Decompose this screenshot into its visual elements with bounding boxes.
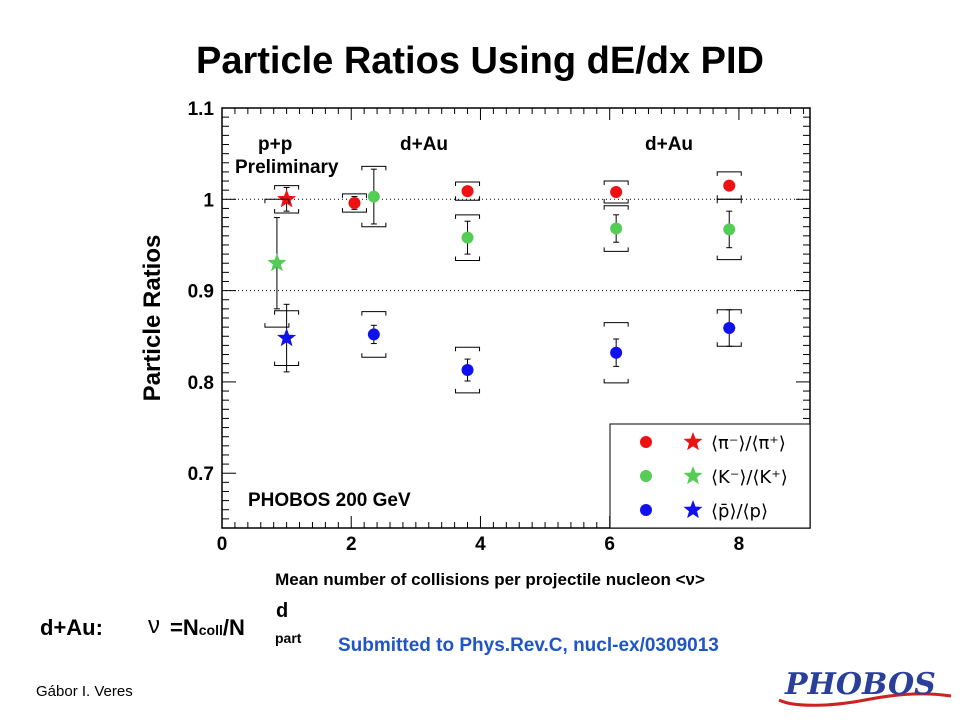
x-tick-label: 0 — [217, 534, 228, 555]
data-point-circle — [723, 223, 736, 236]
x-tick-label: 4 — [475, 534, 486, 555]
systematic-bracket-top — [264, 198, 290, 204]
formula-body: =Ncoll/N — [170, 615, 245, 641]
x-tick-label: 6 — [604, 534, 615, 555]
logo-text: PHOBOS — [784, 667, 936, 702]
data-point-star — [277, 189, 297, 208]
legend-star-marker — [683, 500, 703, 519]
author-name: Gábor I. Veres — [36, 683, 133, 700]
data-point-circle — [461, 364, 474, 377]
x-tick-label: 2 — [346, 534, 357, 555]
data-point-circle — [610, 222, 623, 235]
formula-label: d+Au: — [40, 615, 103, 640]
systematic-bracket-top — [603, 180, 629, 186]
systematic-bracket-bottom — [603, 378, 629, 384]
data-point-star — [277, 328, 297, 347]
systematic-bracket-bottom — [603, 198, 629, 204]
data-point-star — [267, 253, 287, 272]
legend-star-marker — [683, 432, 703, 451]
systematic-bracket-top — [603, 205, 629, 210]
submission-note: Submitted to Phys.Rev.C, nucl-ex/0309013 — [338, 635, 719, 656]
legend-circle-marker — [640, 436, 652, 448]
data-point-circle — [723, 322, 736, 335]
legend-label: ⟨K⁻⟩/⟨K⁺⟩ — [711, 467, 788, 488]
slide-title: Particle Ratios Using dE/dx PID — [195, 40, 765, 82]
legend-label: ⟨p̄⟩/⟨p⟩ — [711, 501, 768, 522]
systematic-bracket-bottom — [716, 255, 742, 261]
formula-eq: =N — [170, 615, 199, 640]
systematic-bracket-top — [274, 185, 300, 190]
systematic-bracket-bottom — [341, 208, 367, 213]
data-point-circle — [461, 185, 474, 198]
legend-circle-marker — [640, 504, 652, 516]
formula-coll: coll — [198, 622, 223, 638]
data-point-circle — [367, 328, 380, 341]
chart-annotation: Preliminary — [235, 157, 339, 178]
systematic-bracket-bottom — [264, 323, 290, 328]
systematic-bracket-top — [716, 198, 742, 204]
chart-annotation: p+p — [258, 134, 292, 155]
chart-annotation: PHOBOS 200 GeV — [248, 490, 411, 511]
systematic-bracket-bottom — [455, 388, 481, 394]
y-tick-label: 1.1 — [188, 99, 215, 120]
systematic-bracket-bottom — [603, 247, 629, 252]
y-tick-label: 0.8 — [188, 373, 214, 394]
systematic-bracket-bottom — [455, 196, 481, 201]
systematic-bracket-top — [455, 214, 481, 219]
data-point-circle — [723, 179, 736, 192]
systematic-bracket-top — [361, 165, 387, 171]
systematic-bracket-top — [361, 311, 387, 316]
x-axis-label: Mean number of collisions per projectile… — [275, 570, 705, 589]
chart-annotation: d+Au — [400, 134, 448, 155]
y-tick-label: 1 — [203, 190, 214, 211]
formula-slash: /N — [222, 615, 245, 640]
systematic-bracket-top — [716, 171, 742, 176]
y-tick-label: 0.9 — [188, 282, 214, 303]
systematic-bracket-top — [455, 346, 481, 352]
nu-symbol: ν — [148, 612, 160, 639]
data-point-circle — [367, 190, 380, 203]
x-tick-label: 8 — [734, 534, 745, 555]
data-point-circle — [461, 231, 474, 244]
phobos-logo: PHOBOS — [778, 667, 952, 707]
data-point-circle — [610, 346, 623, 359]
data-point-circle — [348, 196, 361, 209]
systematic-bracket-bottom — [455, 256, 481, 261]
systematic-bracket-top — [341, 193, 367, 198]
legend-label: ⟨π⁻⟩/⟨π⁺⟩ — [711, 433, 786, 454]
systematic-bracket-top — [455, 181, 481, 186]
legend-star-marker — [683, 466, 703, 485]
systematic-bracket-bottom — [274, 209, 300, 214]
chart-annotation: d+Au — [645, 134, 693, 155]
formula-part: part — [275, 630, 302, 646]
data-point-circle — [610, 186, 623, 198]
formula-d: d — [276, 600, 289, 622]
y-tick-label: 0.7 — [188, 464, 214, 485]
systematic-bracket-bottom — [361, 222, 387, 228]
legend-circle-marker — [640, 470, 652, 482]
systematic-bracket-bottom — [716, 195, 742, 200]
nu-definition: d+Au: ν =Ncoll/N d part — [40, 600, 360, 660]
systematic-bracket-top — [603, 322, 629, 327]
y-axis-label: Particle Ratios — [139, 235, 166, 402]
systematic-bracket-bottom — [361, 353, 387, 358]
